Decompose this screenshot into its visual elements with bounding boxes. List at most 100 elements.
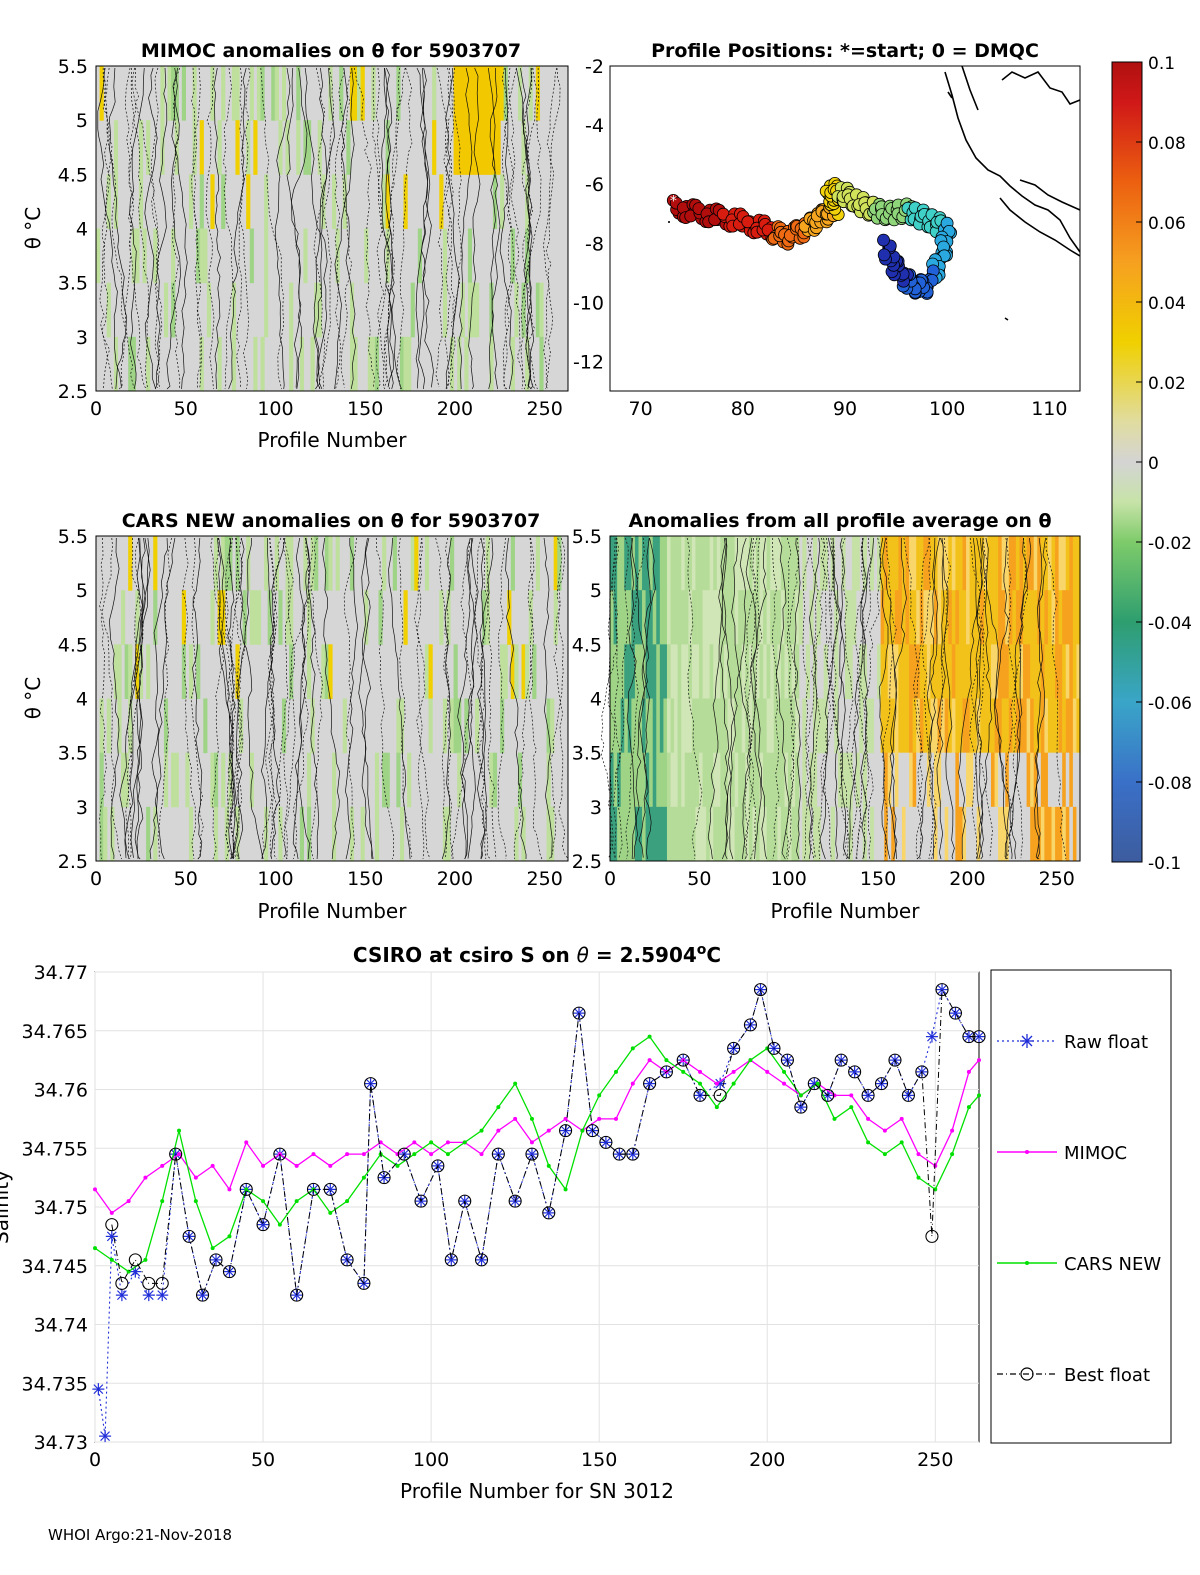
heat-cell <box>1072 698 1078 754</box>
heat-cell <box>734 698 739 754</box>
heat-cell <box>812 806 818 862</box>
cars-new-point <box>294 1199 299 1204</box>
contour-line <box>381 67 394 390</box>
positions-ytick-4: -10 <box>573 292 604 314</box>
heat-cell <box>249 66 254 121</box>
heat-cell <box>289 590 294 645</box>
heat-cell <box>966 698 971 754</box>
heat-cell <box>912 698 917 754</box>
heat-cell <box>1037 536 1042 591</box>
heat-cell <box>310 698 315 754</box>
heat-cell <box>1012 806 1017 862</box>
heat-cell <box>106 698 111 754</box>
heat-cell <box>264 174 269 229</box>
mimoc-point <box>361 1152 366 1157</box>
contour-line <box>294 537 310 860</box>
heat-cell <box>199 336 204 392</box>
contour-line <box>398 537 413 858</box>
best-float-point <box>659 1065 673 1079</box>
contour-line <box>1005 537 1023 859</box>
contour-line <box>340 67 353 388</box>
heat-cell <box>759 698 764 754</box>
contour-line <box>458 67 473 390</box>
heat-cell <box>688 698 693 754</box>
heat-cell <box>221 752 226 808</box>
salinity-x-ticks: 0 50 100 150 200 250 <box>89 1449 953 1471</box>
heat-cell <box>510 228 515 284</box>
heat-cell <box>684 644 689 699</box>
heat-cell <box>1069 752 1074 808</box>
heat-cell <box>546 752 551 808</box>
colorbar-ticks: 0.1 0.08 0.06 0.04 0.02 0 -0.02 -0.04 -0.06 -0.08… <box>1136 54 1192 874</box>
heat-cell <box>457 336 462 392</box>
heat-cell <box>439 590 444 645</box>
contour-line <box>916 537 939 860</box>
heat-cell <box>163 698 169 754</box>
heat-cell <box>795 698 800 754</box>
heat-cell <box>962 536 967 591</box>
heat-cell <box>691 590 697 645</box>
heat-cell <box>1076 536 1081 591</box>
heat-cell <box>642 752 647 808</box>
heat-cell <box>1030 806 1035 862</box>
heat-cell <box>958 590 964 645</box>
contour-line <box>903 537 923 860</box>
average-xtick-0: 0 <box>604 868 616 890</box>
heat-cell <box>489 752 494 808</box>
mimoc-point <box>597 1116 602 1121</box>
heat-cell <box>634 536 640 591</box>
mimoc-point <box>143 1175 148 1180</box>
heat-cell <box>887 752 892 808</box>
heat-cell <box>923 590 928 645</box>
contour-line <box>354 67 375 389</box>
heat-cell <box>912 536 917 591</box>
heat-cell <box>278 590 283 645</box>
heat-cell <box>246 174 251 229</box>
heat-cell <box>877 644 882 699</box>
heat-cell <box>217 120 222 175</box>
heat-cell <box>1019 536 1024 591</box>
heat-cell <box>624 806 629 862</box>
heat-cell <box>1008 644 1013 699</box>
contour-line <box>527 537 543 860</box>
heat-cell <box>1023 752 1028 808</box>
heat-cell <box>99 698 104 754</box>
contour-line <box>523 67 535 390</box>
heat-cell <box>1005 698 1010 754</box>
heat-cell <box>224 806 229 862</box>
heat-cell <box>492 120 498 175</box>
best-float-point <box>794 1100 808 1114</box>
heat-cell <box>869 806 875 862</box>
heat-cell <box>113 644 119 699</box>
heat-cell <box>489 282 494 338</box>
heat-cell <box>1044 644 1049 699</box>
contour-line <box>817 537 837 860</box>
best-float-point <box>491 1147 505 1161</box>
heat-cell <box>1065 536 1070 591</box>
heat-cell <box>467 120 473 175</box>
heat-cell <box>453 644 458 699</box>
contour-line <box>124 67 139 388</box>
positions-title: Profile Positions: *=start; 0 = DMQC <box>651 40 1039 62</box>
contour-line <box>860 537 870 860</box>
average-xlabel: Profile Number <box>771 899 921 923</box>
heat-cell <box>492 752 498 808</box>
heat-cell <box>634 590 640 645</box>
heat-cell <box>716 698 721 754</box>
contour-line <box>304 537 320 860</box>
best-float-point <box>821 1088 835 1102</box>
heat-cell <box>674 536 679 591</box>
heat-cell <box>1076 698 1081 754</box>
heat-cell <box>727 698 732 754</box>
heat-cell <box>638 752 643 808</box>
contour-line <box>974 537 983 860</box>
heat-cell <box>773 590 778 645</box>
heat-cell <box>285 120 290 175</box>
heat-cell <box>966 644 971 699</box>
best-float-point <box>196 1288 210 1302</box>
heat-cell <box>909 536 914 591</box>
heat-cell <box>535 66 540 121</box>
mimoc-point <box>429 1152 434 1157</box>
heat-cell <box>688 590 693 645</box>
contour-line <box>785 537 796 858</box>
